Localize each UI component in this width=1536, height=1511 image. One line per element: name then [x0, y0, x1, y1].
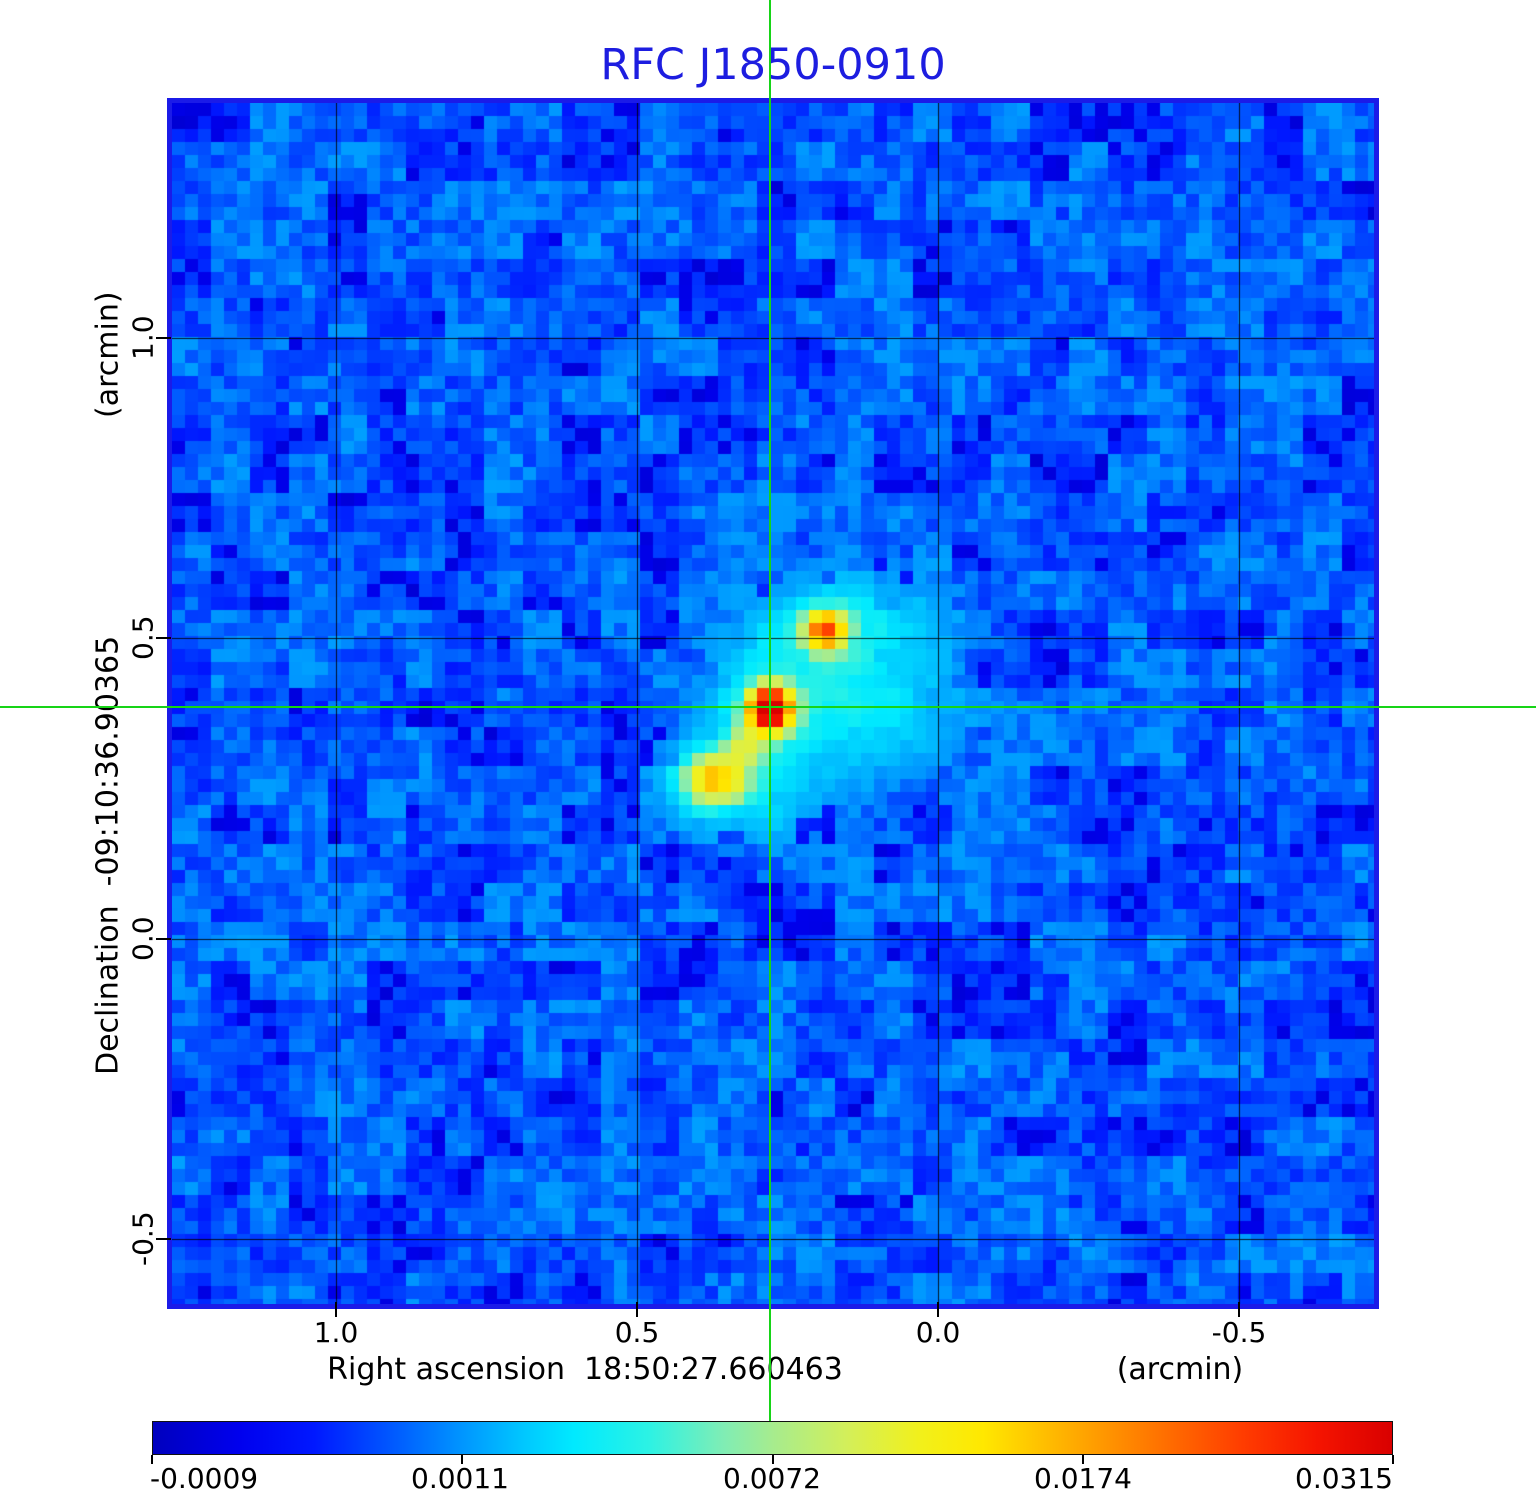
colorbar-tick-label: -0.0009: [150, 1462, 259, 1495]
axis-tick-mark: [461, 1455, 463, 1464]
x-axis-label: Right ascension 18:50:27.660463: [327, 1352, 843, 1387]
axis-tick-mark: [156, 938, 171, 940]
crosshair-horizontal-line: [0, 706, 1536, 708]
crosshair-vertical-line: [769, 0, 771, 1421]
x-axis-unit-label: (arcmin): [1116, 1352, 1244, 1387]
plot-title: RFC J1850-0910: [600, 40, 946, 90]
axis-tick-mark: [1392, 1455, 1394, 1464]
axis-tick-mark: [156, 1238, 171, 1240]
x-tick-label: -0.5: [1211, 1316, 1267, 1349]
axis-tick-mark: [156, 637, 171, 639]
colorbar-gradient: [152, 1421, 1393, 1455]
axis-tick-mark: [937, 1302, 939, 1317]
heatmap-canvas: [172, 103, 1374, 1304]
colorbar-tick-label: 0.0011: [411, 1462, 509, 1495]
axis-tick-mark: [636, 1302, 638, 1317]
x-tick-label: 0.0: [915, 1316, 961, 1349]
colorbar-tick-label: 0.0315: [1295, 1462, 1393, 1495]
axis-tick-mark: [335, 1302, 337, 1317]
plot-frame: [167, 98, 1379, 1309]
axis-tick-mark: [772, 1455, 774, 1464]
axis-tick-mark: [1082, 1455, 1084, 1464]
axis-tick-mark: [1238, 1302, 1240, 1317]
axis-tick-mark: [151, 1455, 153, 1464]
x-tick-label: 0.5: [614, 1316, 660, 1349]
x-tick-label: 1.0: [313, 1316, 359, 1349]
y-axis-label: Declination -09:10:36.90365: [90, 635, 126, 1075]
colorbar-tick-label: 0.0174: [1034, 1462, 1132, 1495]
colorbar-tick-label: 0.0072: [723, 1462, 821, 1495]
axis-tick-mark: [156, 337, 171, 339]
